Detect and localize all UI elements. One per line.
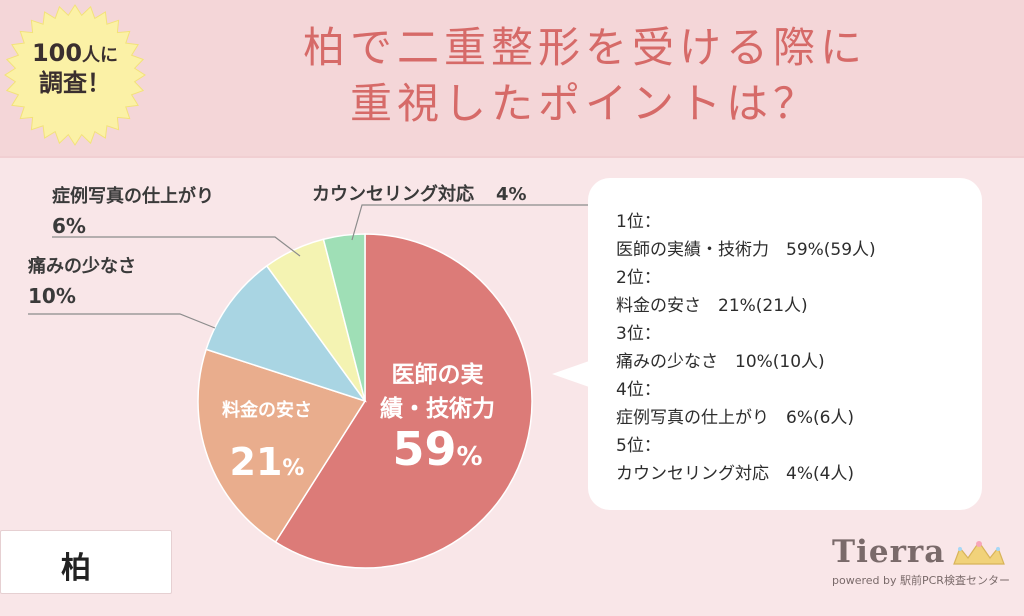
label-case-photo-name: 症例写真の仕上がり (52, 186, 214, 207)
leader-line-less-pain (28, 313, 216, 329)
pie-chart (28, 204, 600, 569)
rank-4-detail: 症例写真の仕上がり 6%(6人) (616, 408, 855, 428)
slice-doctor-skill (274, 233, 533, 569)
rank-4-title: 4位： (616, 380, 661, 400)
page-title: 柏で二重整形を受ける際に 重視したポイントは？ (170, 20, 1000, 132)
slice-label-doctor-line1: 医師の実 (391, 362, 484, 388)
rank-2-detail: 料金の安さ 21%(21人) (616, 296, 808, 316)
leader-line-counseling (351, 204, 600, 241)
label-less-pain-name: 痛みの少なさ (28, 256, 136, 277)
slice-label-price-name: 料金の安さ (222, 400, 312, 421)
title-line2: 重視したポイントは？ (349, 79, 820, 128)
label-less-pain: 痛みの少なさ 10% (28, 252, 136, 308)
label-counseling-name: カウンセリング対応 (312, 184, 474, 205)
label-counseling-pct: 4% (496, 184, 527, 205)
rank-5-title: 5位： (616, 436, 661, 456)
badge-number: 100 (31, 39, 83, 67)
tierra-logo: Tierra powered by 駅前PCR検査センター (832, 534, 1012, 594)
slice-label-price: 料金の安さ 21% (222, 396, 312, 484)
logo-subtitle: powered by 駅前PCR検査センター (832, 574, 1010, 587)
badge-suffix: 人に (82, 45, 119, 66)
slice-label-doctor: 医師の実 績・技術力 59% (380, 358, 495, 475)
slice-label-doctor-line2: 績・技術力 (380, 396, 495, 422)
rank-3-detail: 痛みの少なさ 10%(10人) (616, 352, 825, 372)
rank-1-title: 1位： (616, 212, 661, 232)
slice-pct-price: 21 (229, 440, 283, 484)
slice-unit-doctor: % (456, 442, 483, 472)
logo-name: Tierra (832, 534, 946, 570)
city-label-box: 柏 (0, 530, 172, 594)
label-less-pain-pct: 10% (28, 284, 76, 308)
badge-line2: 調査！ (39, 69, 111, 97)
city-name: 柏 (61, 551, 91, 586)
leader-line-case-photo (52, 236, 301, 257)
badge-burst (4, 4, 146, 146)
slice-price (197, 348, 367, 544)
slice-counseling (322, 233, 366, 402)
ranking-callout: 1位： 医師の実績・技術力 59%(59人) 2位： 料金の安さ 21%(21人… (588, 178, 982, 510)
ranking-list: 1位： 医師の実績・技術力 59%(59人) 2位： 料金の安さ 21%(21人… (616, 208, 876, 488)
rank-1-detail: 医師の実績・技術力 59%(59人) (616, 240, 876, 260)
title-line1: 柏で二重整形を受ける際に (302, 23, 867, 72)
slice-unit-price: % (282, 456, 305, 481)
callout-tail (552, 360, 592, 388)
survey-badge: 100人に 調査！ (20, 38, 130, 98)
slice-pct-doctor: 59 (392, 422, 457, 476)
rank-5-detail: カウンセリング対応 4%(4人) (616, 464, 855, 484)
header-divider (0, 156, 1024, 158)
label-counseling: カウンセリング対応 4% (312, 180, 527, 206)
slice-less-pain (205, 264, 367, 403)
label-case-photo: 症例写真の仕上がり 6% (52, 182, 214, 238)
label-case-photo-pct: 6% (52, 214, 86, 238)
header-band (0, 0, 1024, 156)
rank-3-title: 3位： (616, 324, 661, 344)
tiara-icon (953, 540, 1005, 565)
rank-2-title: 2位： (616, 268, 661, 288)
